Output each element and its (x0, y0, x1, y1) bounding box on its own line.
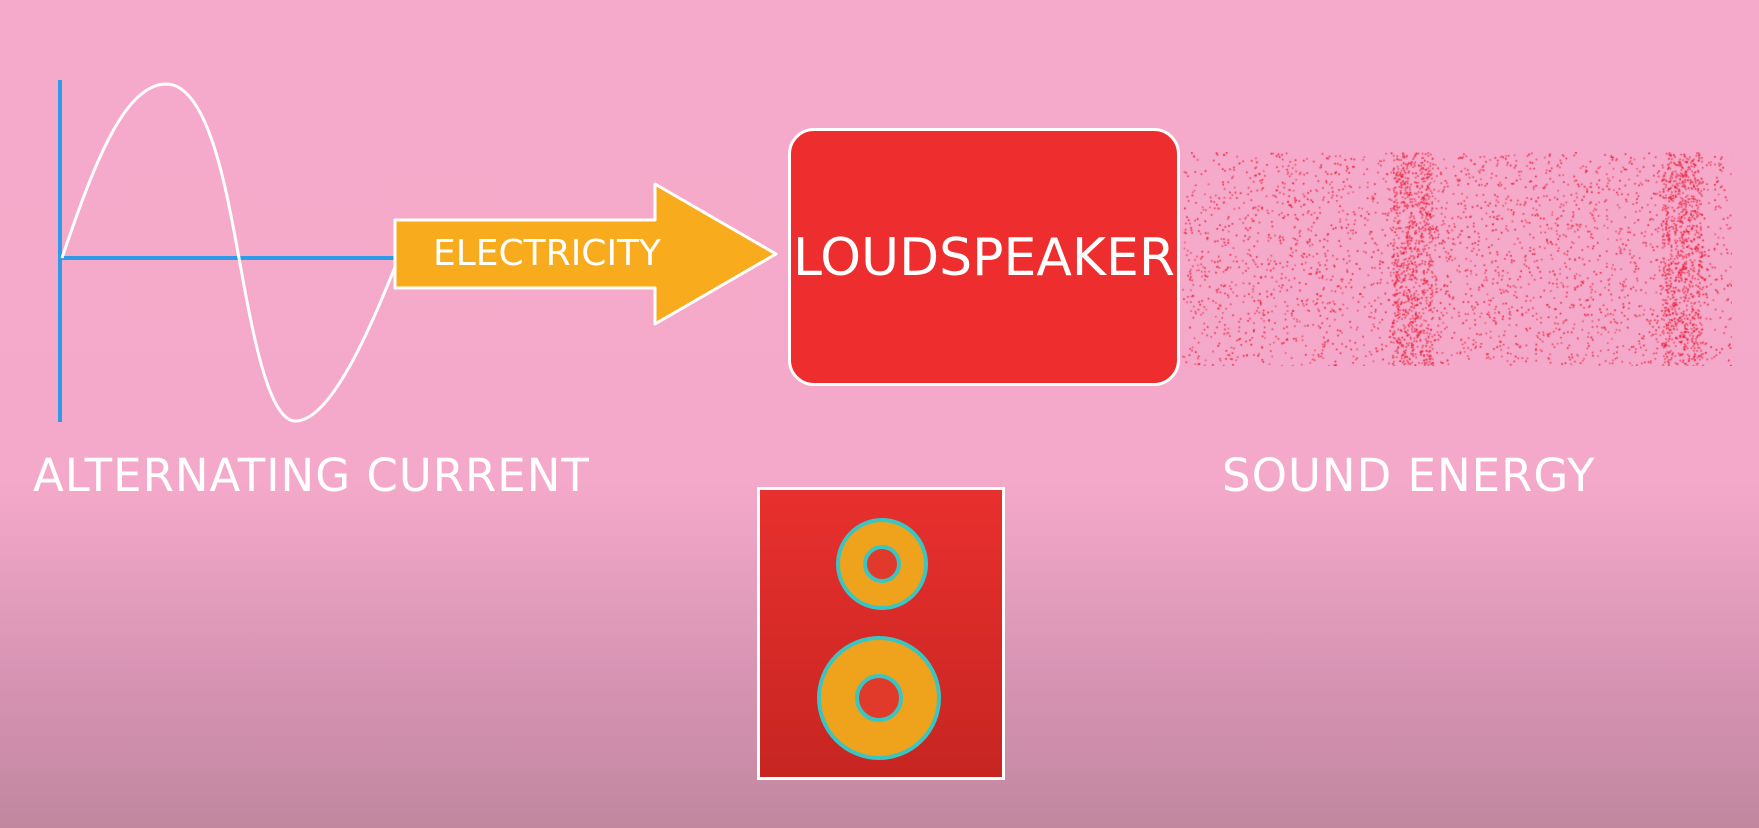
electricity-label: ELECTRICITY (433, 233, 662, 274)
sine-wave-icon (60, 82, 399, 423)
sound-energy-label: SOUND ENERGY (1222, 449, 1596, 502)
tweeter-center (863, 545, 901, 583)
speaker-icon (757, 487, 1005, 780)
alternating-current-label: ALTERNATING CURRENT (33, 449, 590, 502)
woofer-center (855, 674, 903, 722)
loudspeaker-box (788, 128, 1180, 386)
loudspeaker-label: LOUDSPEAKER (792, 228, 1176, 288)
electricity-arrow (393, 182, 778, 326)
sound-wave-particles (1182, 152, 1732, 366)
tweeter-cone (836, 518, 928, 610)
